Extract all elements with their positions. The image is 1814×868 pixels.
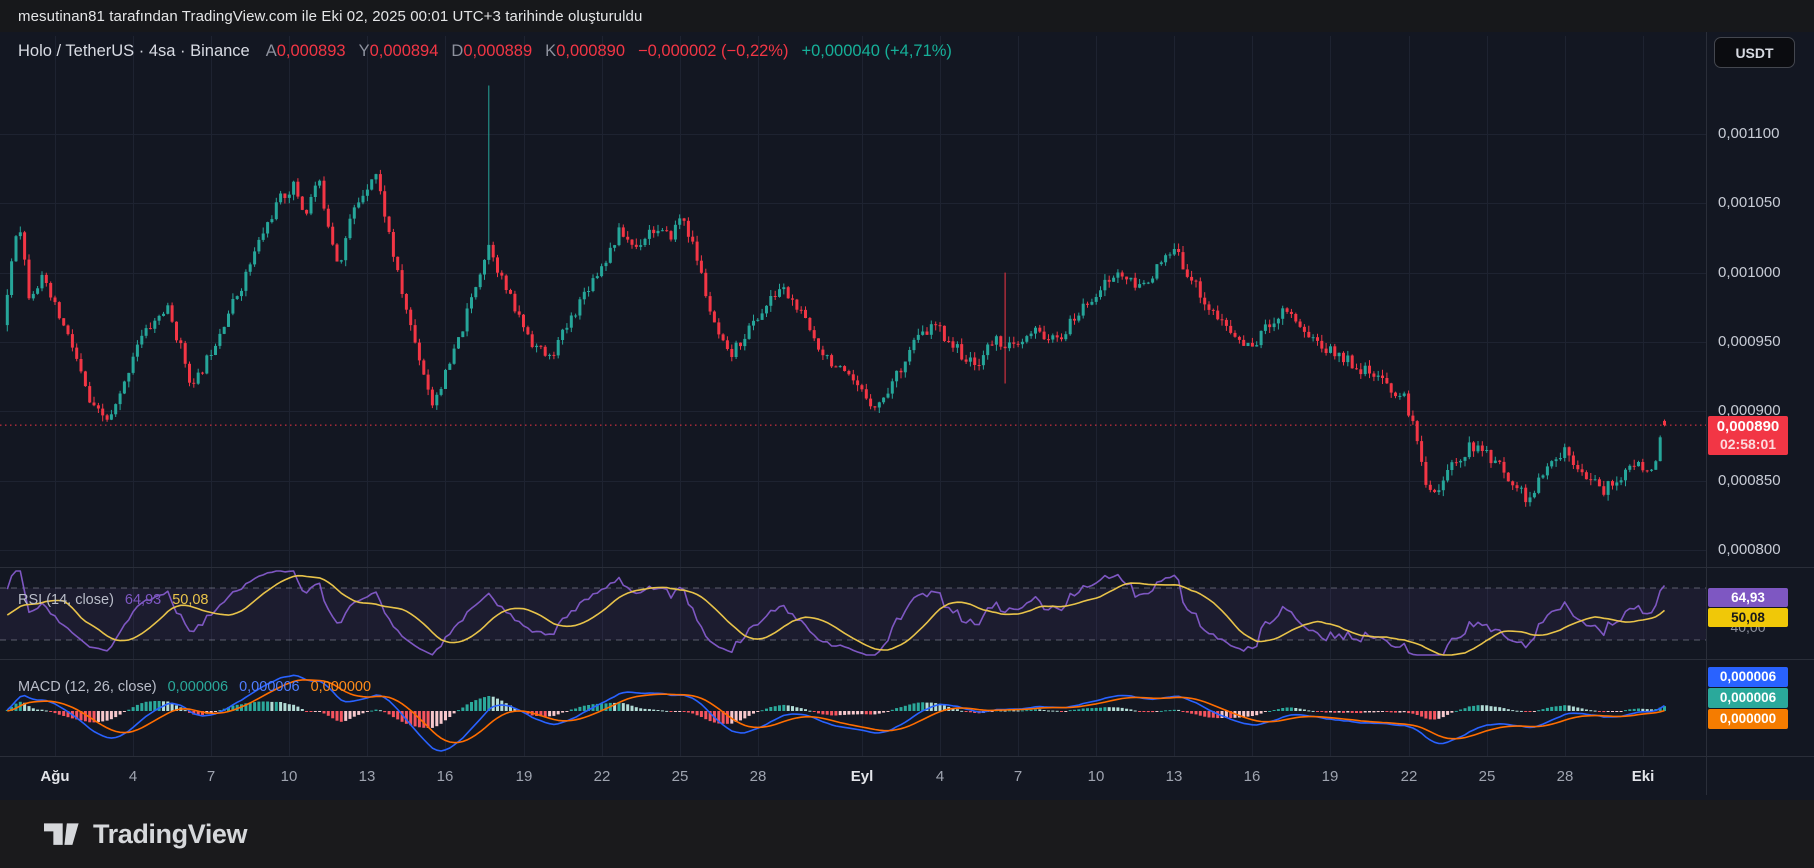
rsi-ma-badge: 50,08 — [1708, 608, 1788, 627]
attribution-bar: mesutinan81 tarafından TradingView.com i… — [0, 0, 1814, 32]
time-tick-label: 25 — [672, 768, 689, 785]
time-tick-label: 16 — [437, 768, 454, 785]
ohlc-close: K0,000890 — [545, 42, 625, 61]
time-tick-label: 7 — [1014, 768, 1022, 785]
chart-canvas[interactable] — [0, 0, 1814, 868]
tradingview-screenshot: mesutinan81 tarafından TradingView.com i… — [0, 0, 1814, 868]
macd-line-badge: 0,000006 — [1708, 667, 1788, 687]
macd-hist-badge: 0,000006 — [1708, 688, 1788, 708]
macd-signal-badge: 0,000000 — [1708, 709, 1788, 729]
session-change: +0,000040 (+4,71%) — [801, 42, 951, 61]
rsi-value-badge: 64,93 — [1708, 588, 1788, 607]
time-tick-label: 25 — [1479, 768, 1496, 785]
time-tick-label: 10 — [1088, 768, 1105, 785]
price-tick-label: 0,000800 — [1718, 541, 1781, 559]
time-tick-label: 28 — [750, 768, 767, 785]
time-tick-label: 19 — [1322, 768, 1339, 785]
rsi-band — [0, 588, 1706, 640]
currency-toggle-button[interactable]: USDT — [1714, 37, 1795, 68]
rsi-ma-value: 50,08 — [172, 592, 208, 608]
price-tick-label: 0,001100 — [1718, 125, 1779, 143]
symbol-title[interactable]: Holo / TetherUS · 4sa · Binance — [18, 42, 250, 61]
time-tick-label: 22 — [1401, 768, 1418, 785]
time-tick-label: 7 — [207, 768, 215, 785]
time-tick-label: 28 — [1557, 768, 1574, 785]
ohlc-open: A0,000893 — [266, 42, 346, 61]
time-tick-label: 13 — [1166, 768, 1183, 785]
current-price-badge: 0,000890 02:58:01 — [1708, 416, 1788, 455]
time-tick-label: 4 — [936, 768, 944, 785]
time-tick-label: 22 — [594, 768, 611, 785]
price-tick-label: 0,000850 — [1718, 472, 1781, 490]
chart-header: Holo / TetherUS · 4sa · Binance A0,00089… — [18, 38, 965, 64]
macd-legend: MACD (12, 26, close) 0,000006 0,000006 0… — [18, 679, 371, 695]
price-tick-label: 0,001050 — [1718, 194, 1781, 212]
rsi-value: 64,93 — [125, 592, 161, 608]
time-tick-label: 10 — [281, 768, 298, 785]
macd-label[interactable]: MACD (12, 26, close) — [18, 679, 157, 695]
rsi-legend: RSI (14, close) 64,93 50,08 — [18, 592, 209, 608]
time-tick-label: 16 — [1244, 768, 1261, 785]
tradingview-brand-text[interactable]: TradingView — [93, 819, 247, 850]
time-tick-label: Ağu — [40, 768, 69, 785]
time-tick-label: 4 — [129, 768, 137, 785]
current-price-value: 0,000890 — [1708, 418, 1788, 435]
footer-bar: TradingView — [0, 800, 1814, 868]
time-tick-label: 13 — [359, 768, 376, 785]
macd-signal-value: 0,000000 — [311, 679, 371, 695]
bar-change: −0,000002 (−0,22%) — [638, 42, 788, 61]
time-tick-label: 19 — [516, 768, 533, 785]
tradingview-logo-icon[interactable] — [44, 822, 80, 847]
price-tick-label: 0,001000 — [1718, 264, 1781, 282]
macd-hist-value: 0,000006 — [168, 679, 228, 695]
time-tick-label: Eyl — [851, 768, 874, 785]
ohlc-high: Y0,000894 — [359, 42, 439, 61]
rsi-label[interactable]: RSI (14, close) — [18, 592, 114, 608]
price-tick-label: 0,000950 — [1718, 333, 1781, 351]
macd-line-value: 0,000006 — [239, 679, 299, 695]
time-tick-label: Eki — [1632, 768, 1655, 785]
attribution-text: mesutinan81 tarafından TradingView.com i… — [18, 8, 642, 25]
bar-countdown-timer: 02:58:01 — [1708, 436, 1788, 452]
ohlc-low: D0,000889 — [451, 42, 532, 61]
